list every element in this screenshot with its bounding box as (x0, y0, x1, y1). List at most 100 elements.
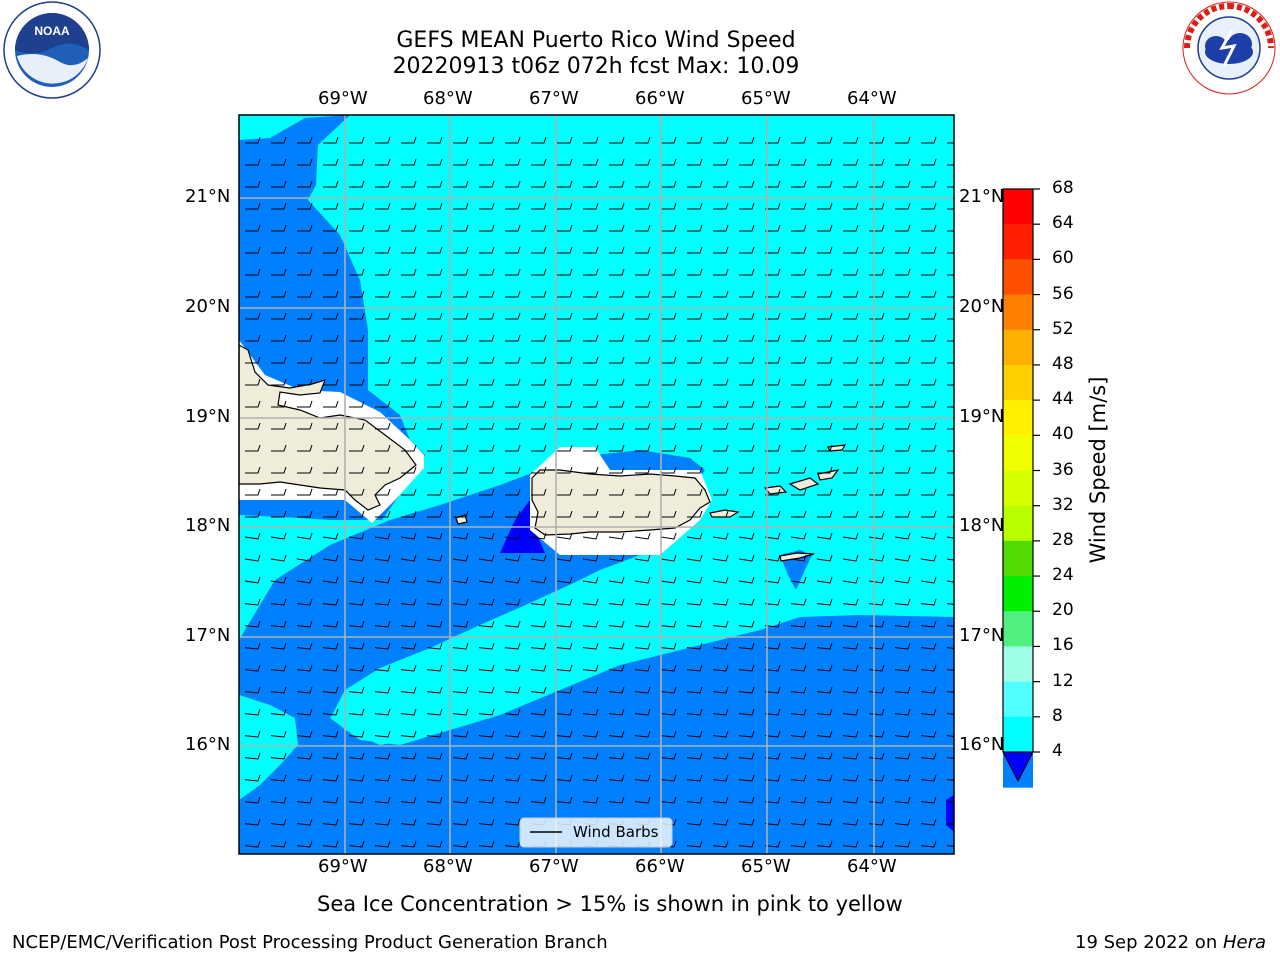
wind-barb (687, 158, 703, 166)
wind-barb (505, 356, 521, 364)
wind-barb (947, 362, 954, 364)
wind-fill-lt-4-southeast (946, 795, 954, 832)
wind-barb (894, 774, 911, 782)
wind-barb (557, 422, 573, 430)
wind-barb (374, 554, 391, 562)
wind-barb (348, 730, 365, 738)
wind-barb (531, 290, 547, 298)
wind-barb (687, 136, 703, 144)
wind-barb (713, 466, 729, 474)
colorbar-tick-label: 28 (1052, 529, 1074, 550)
wind-barb (245, 466, 261, 474)
wind-barb (349, 400, 365, 408)
wind-barb (687, 312, 703, 320)
wind-barb (374, 796, 391, 804)
wind-barb (453, 510, 469, 518)
wind-barb (921, 356, 937, 364)
wind-barb (635, 510, 651, 518)
wind-barb (583, 510, 599, 518)
wind-barb (712, 598, 729, 606)
wind-barb (504, 598, 521, 606)
wind-barb (322, 554, 339, 562)
wind-barb (947, 142, 954, 144)
wind-barb (790, 818, 807, 826)
wind-barb (817, 136, 833, 144)
colorbar-tick-label: 52 (1052, 318, 1074, 339)
wind-barb (713, 180, 729, 188)
wind-barb (531, 268, 547, 276)
wind-barb (609, 246, 625, 254)
wind-barb (505, 400, 521, 408)
wind-barb (505, 488, 521, 496)
wind-barb (374, 686, 391, 694)
wind-barb (608, 532, 625, 540)
wind-barb (816, 620, 833, 628)
wind-barbs (244, 136, 954, 848)
wind-barb (478, 532, 495, 540)
wind-barb (765, 356, 781, 364)
wind-barb (738, 642, 755, 650)
wind-barb (609, 378, 625, 386)
wind-barb (296, 818, 313, 826)
wind-barb (635, 422, 651, 430)
wind-barb (947, 340, 954, 342)
wind-barb (556, 752, 573, 760)
lon-label-top-66w: 66°W (635, 88, 685, 109)
wind-barb (634, 752, 651, 760)
wind-barb (843, 312, 859, 320)
wind-barb (244, 752, 261, 760)
wind-barb (245, 334, 261, 342)
wind-barb (478, 796, 495, 804)
wind-barb (583, 224, 599, 232)
wind-barb (556, 730, 573, 738)
wind-barb (453, 378, 469, 386)
wind-barb (375, 290, 391, 298)
wind-barb (920, 818, 937, 826)
wind-barb (505, 158, 521, 166)
wind-barb (505, 378, 521, 386)
wind-barb (270, 576, 287, 584)
wind-barb (244, 730, 261, 738)
wind-barb (661, 510, 677, 518)
wind-barb (946, 647, 954, 649)
wind-barb (816, 664, 833, 672)
wind-barb (687, 400, 703, 408)
map-frame (238, 114, 955, 855)
wind-fill-4-8-central-band (239, 470, 954, 854)
wind-barb (921, 180, 937, 188)
wind-barb (738, 532, 755, 540)
wind-barb (764, 708, 781, 716)
wind-barb (661, 224, 677, 232)
colorbar-tick-label: 24 (1052, 565, 1074, 586)
wind-barb (842, 840, 859, 848)
wind-barb (556, 686, 573, 694)
wind-barb (739, 136, 755, 144)
wind-barb (504, 730, 521, 738)
wind-barb (791, 158, 807, 166)
wind-barb (895, 136, 911, 144)
wind-barb (817, 290, 833, 298)
wind-barb (270, 620, 287, 628)
wind-barb (557, 180, 573, 188)
wind-barb (843, 400, 859, 408)
sea-ice-caption: Sea Ice Concentration > 15% is shown in … (317, 892, 903, 916)
wind-barb (582, 598, 599, 606)
wind-barb (245, 510, 261, 518)
wind-barb (661, 444, 677, 452)
wind-barb (712, 620, 729, 628)
wind-barb (322, 664, 339, 672)
lat-label-right-20n: 20°N (959, 296, 1005, 317)
wind-barb (426, 576, 443, 584)
wind-barb (582, 796, 599, 804)
wind-barb (323, 334, 339, 342)
wind-barb (738, 840, 755, 848)
wind-barb (530, 598, 547, 606)
wind-barb (816, 554, 833, 562)
wind-barb (297, 466, 313, 474)
wind-barb (739, 180, 755, 188)
wind-barb (661, 202, 677, 210)
wind-barb (349, 180, 365, 188)
wind-barb (323, 356, 339, 364)
wind-barb (349, 510, 365, 518)
wind-barb (323, 312, 339, 320)
